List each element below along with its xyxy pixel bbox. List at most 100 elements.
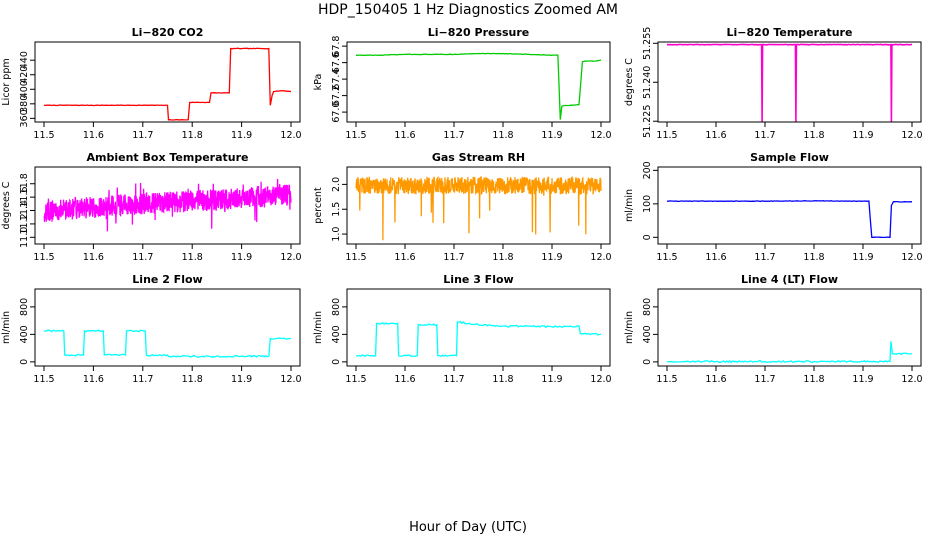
x-tick-label: 11.7	[132, 252, 153, 263]
panel-title: Li−820 Temperature	[727, 26, 853, 39]
data-series-line	[666, 200, 912, 239]
x-tick-label: 11.5	[345, 252, 366, 263]
x-tick-label: 11.6	[705, 130, 726, 141]
chart-panel: Gas Stream RH 11.5 11.6 11.7 11.8 11.9 12.0 1.0…	[313, 151, 612, 263]
y-tick-label: 0	[331, 359, 342, 365]
figure-title: HDP_150405 1 Hz Diagnostics Zoomed AM	[318, 2, 618, 18]
y-tick-label: 67.6	[331, 52, 342, 73]
x-tick-label: 11.5	[33, 374, 54, 385]
chart-panel: Li−820 CO2 11.5 11.6 11.7 11.8 11.9 12.0 360380…	[1, 26, 302, 141]
y-tick-label: 51.240	[642, 66, 653, 99]
x-tick-label: 11.7	[754, 252, 775, 263]
x-tick-label: 11.5	[33, 130, 54, 141]
x-tick-label: 11.8	[182, 374, 203, 385]
y-tick-label: 11.0	[19, 227, 30, 248]
x-tick-label: 11.8	[803, 252, 824, 263]
y-tick-label: 2.0	[331, 177, 342, 192]
y-tick-label: 67.2	[331, 85, 342, 106]
plot-frame	[34, 288, 301, 367]
x-tick-label: 11.9	[541, 374, 562, 385]
data-series-line	[43, 329, 292, 358]
x-tick-label: 12.0	[280, 374, 301, 385]
chart-panel: Li−820 Temperature 11.5 11.6 11.7 11.8 11.9 12…	[624, 26, 923, 141]
x-tick-label: 11.9	[852, 252, 873, 263]
panel-title: Ambient Box Temperature	[87, 151, 249, 164]
chart-panel: Line 3 Flow 11.5 11.6 11.7 11.8 11.9 12.0 0 400 8…	[313, 273, 612, 385]
x-tick-label: 11.9	[541, 130, 562, 141]
x-tick-label: 11.8	[803, 130, 824, 141]
x-tick-label: 12.0	[901, 374, 922, 385]
chart-panel: Sample Flow 11.5 11.6 11.7 11.8 11.9 12.0 0 100 2…	[624, 151, 923, 263]
plot-frame	[34, 166, 301, 245]
y-tick-label: 0	[642, 359, 653, 365]
panel-title: Li−820 CO2	[132, 26, 204, 39]
data-series-line	[355, 52, 602, 120]
x-tick-label: 11.8	[182, 252, 203, 263]
x-tick-label: 11.7	[443, 252, 464, 263]
y-tick-label: 1.5	[331, 202, 342, 217]
panel-title: Line 2 Flow	[132, 273, 202, 286]
y-axis-label: kPa	[313, 74, 324, 91]
x-tick-label: 11.9	[541, 252, 562, 263]
chart-panel: Li−820 Pressure 11.5 11.6 11.7 11.8 11.9 12.0 6…	[313, 26, 612, 141]
plot-frame	[346, 288, 611, 367]
x-tick-label: 11.9	[852, 130, 873, 141]
y-tick-label: 1.0	[331, 227, 342, 242]
plot-frame	[657, 288, 922, 367]
y-tick-label: 51.255	[642, 27, 653, 60]
panel-title: Line 4 (LT) Flow	[741, 273, 838, 286]
x-tick-label: 11.8	[492, 374, 513, 385]
x-tick-label: 12.0	[590, 374, 611, 385]
y-tick-label: 400	[19, 80, 30, 98]
data-series-line	[355, 175, 602, 241]
plot-frame	[657, 41, 922, 123]
x-tick-label: 11.7	[132, 130, 153, 141]
y-tick-label: 67.0	[331, 102, 342, 123]
y-tick-label: 67.4	[331, 69, 342, 90]
x-tick-label: 11.7	[754, 130, 775, 141]
y-tick-label: 800	[331, 298, 342, 316]
x-tick-label: 11.6	[394, 252, 415, 263]
plot-frame	[657, 166, 922, 245]
chart-panel: Line 2 Flow 11.5 11.6 11.7 11.8 11.9 12.0 0 400 8…	[1, 273, 302, 385]
x-tick-label: 11.8	[492, 252, 513, 263]
y-axis-label: ml/min	[624, 311, 635, 344]
y-tick-label: 11.4	[19, 200, 30, 221]
x-tick-label: 11.5	[656, 374, 677, 385]
y-tick-label: 400	[642, 325, 653, 343]
y-axis-label: percent	[313, 187, 324, 224]
data-series-line	[666, 43, 913, 122]
x-tick-label: 11.7	[754, 374, 775, 385]
y-axis-label: degrees C	[1, 181, 12, 229]
data-series-line	[43, 47, 292, 121]
x-tick-label: 11.5	[345, 130, 366, 141]
y-tick-label: 800	[19, 298, 30, 316]
x-tick-label: 11.7	[443, 130, 464, 141]
x-tick-label: 11.9	[231, 374, 252, 385]
x-tick-label: 11.5	[656, 130, 677, 141]
x-axis-caption: Hour of Day (UTC)	[409, 520, 527, 535]
x-tick-label: 11.8	[803, 374, 824, 385]
y-tick-label: 100	[642, 195, 653, 213]
y-tick-label: 400	[331, 325, 342, 343]
y-tick-label: 200	[642, 161, 653, 179]
y-tick-label: 440	[19, 51, 30, 69]
data-series-line	[355, 320, 602, 358]
panel-title: Line 3 Flow	[443, 273, 513, 286]
x-tick-label: 12.0	[590, 130, 611, 141]
x-tick-label: 11.6	[705, 374, 726, 385]
y-axis-label: degrees C	[624, 58, 635, 106]
y-axis-label: ml/min	[624, 189, 635, 222]
plot-frame	[346, 41, 611, 123]
plot-frame	[34, 41, 301, 123]
y-tick-label: 0	[19, 359, 30, 365]
x-tick-label: 11.5	[33, 252, 54, 263]
x-tick-label: 11.5	[345, 374, 366, 385]
y-tick-label: 11.6	[19, 187, 30, 208]
data-series-line	[666, 341, 913, 364]
y-axis-label: ml/min	[1, 311, 12, 344]
y-axis-label: Licor ppm	[1, 58, 12, 105]
x-tick-label: 12.0	[280, 252, 301, 263]
x-tick-label: 11.6	[705, 252, 726, 263]
